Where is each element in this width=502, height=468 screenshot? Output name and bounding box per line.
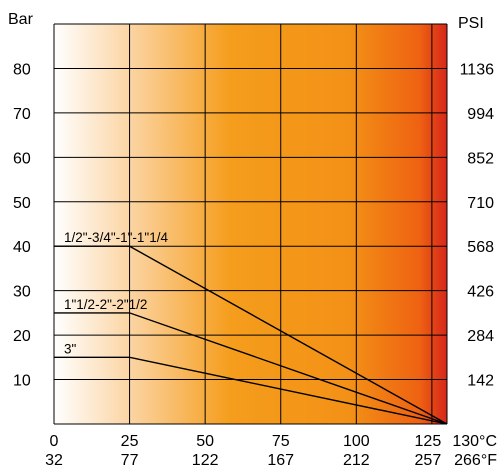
celsius-tick-label: 0: [50, 433, 59, 450]
psi-tick-label: 568: [467, 239, 494, 256]
bar-tick-label: 40: [13, 239, 31, 256]
psi-tick-label: 426: [467, 284, 494, 301]
psi-tick-label: 142: [467, 373, 494, 390]
fahrenheit-tick-label: 257: [415, 452, 442, 468]
right-axis-unit: PSI: [458, 15, 484, 32]
celsius-tick-label: 75: [272, 433, 290, 450]
celsius-tick-label: 125: [415, 433, 442, 450]
bar-tick-label: 10: [13, 373, 31, 390]
psi-tick-label: 852: [467, 150, 494, 167]
fahrenheit-tick-label: 32: [45, 452, 63, 468]
psi-tick-label: 710: [467, 195, 494, 212]
fahrenheit-tick-label: 167: [267, 452, 294, 468]
celsius-tick-label: 100: [343, 433, 370, 450]
bar-tick-label: 50: [13, 195, 31, 212]
plot-background: [54, 24, 447, 424]
celsius-tick-label: 25: [121, 433, 139, 450]
fahrenheit-tick-label: 212: [343, 452, 370, 468]
series-line: [54, 245, 448, 425]
celsius-tick-label: 50: [196, 433, 214, 450]
psi-tick-label: 1136: [460, 61, 495, 78]
psi-tick-label: 994: [467, 106, 494, 123]
series-label: 3": [64, 341, 77, 356]
fahrenheit-tick-label: 122: [192, 452, 219, 468]
series-line: [54, 312, 448, 425]
fahrenheit-tick-label: 77: [121, 452, 139, 468]
bar-tick-label: 80: [13, 61, 31, 78]
series-label: 1"1/2-2"-2"1/2: [64, 297, 147, 312]
tick-labels: 10 20 30 40 50 60 70 80 142 284 426 568 710 852 994 113…: [13, 61, 497, 468]
left-axis-unit: Bar: [8, 11, 34, 28]
bar-tick-label: 70: [13, 106, 31, 123]
series-label: 1/2"-3/4"-1"-1"1/4: [64, 230, 168, 245]
series-lines: 1/2"-3/4"-1"-1"1/4 1"1/2-2"-2"1/2 3": [54, 230, 448, 425]
bar-tick-label: 60: [13, 150, 31, 167]
bar-tick-label: 30: [13, 284, 31, 301]
fahrenheit-tick-label: 266°F: [454, 452, 497, 468]
bar-tick-label: 20: [13, 328, 31, 345]
celsius-tick-label: 130°C: [452, 433, 497, 450]
series-line: [54, 356, 448, 425]
psi-tick-label: 284: [467, 328, 494, 345]
